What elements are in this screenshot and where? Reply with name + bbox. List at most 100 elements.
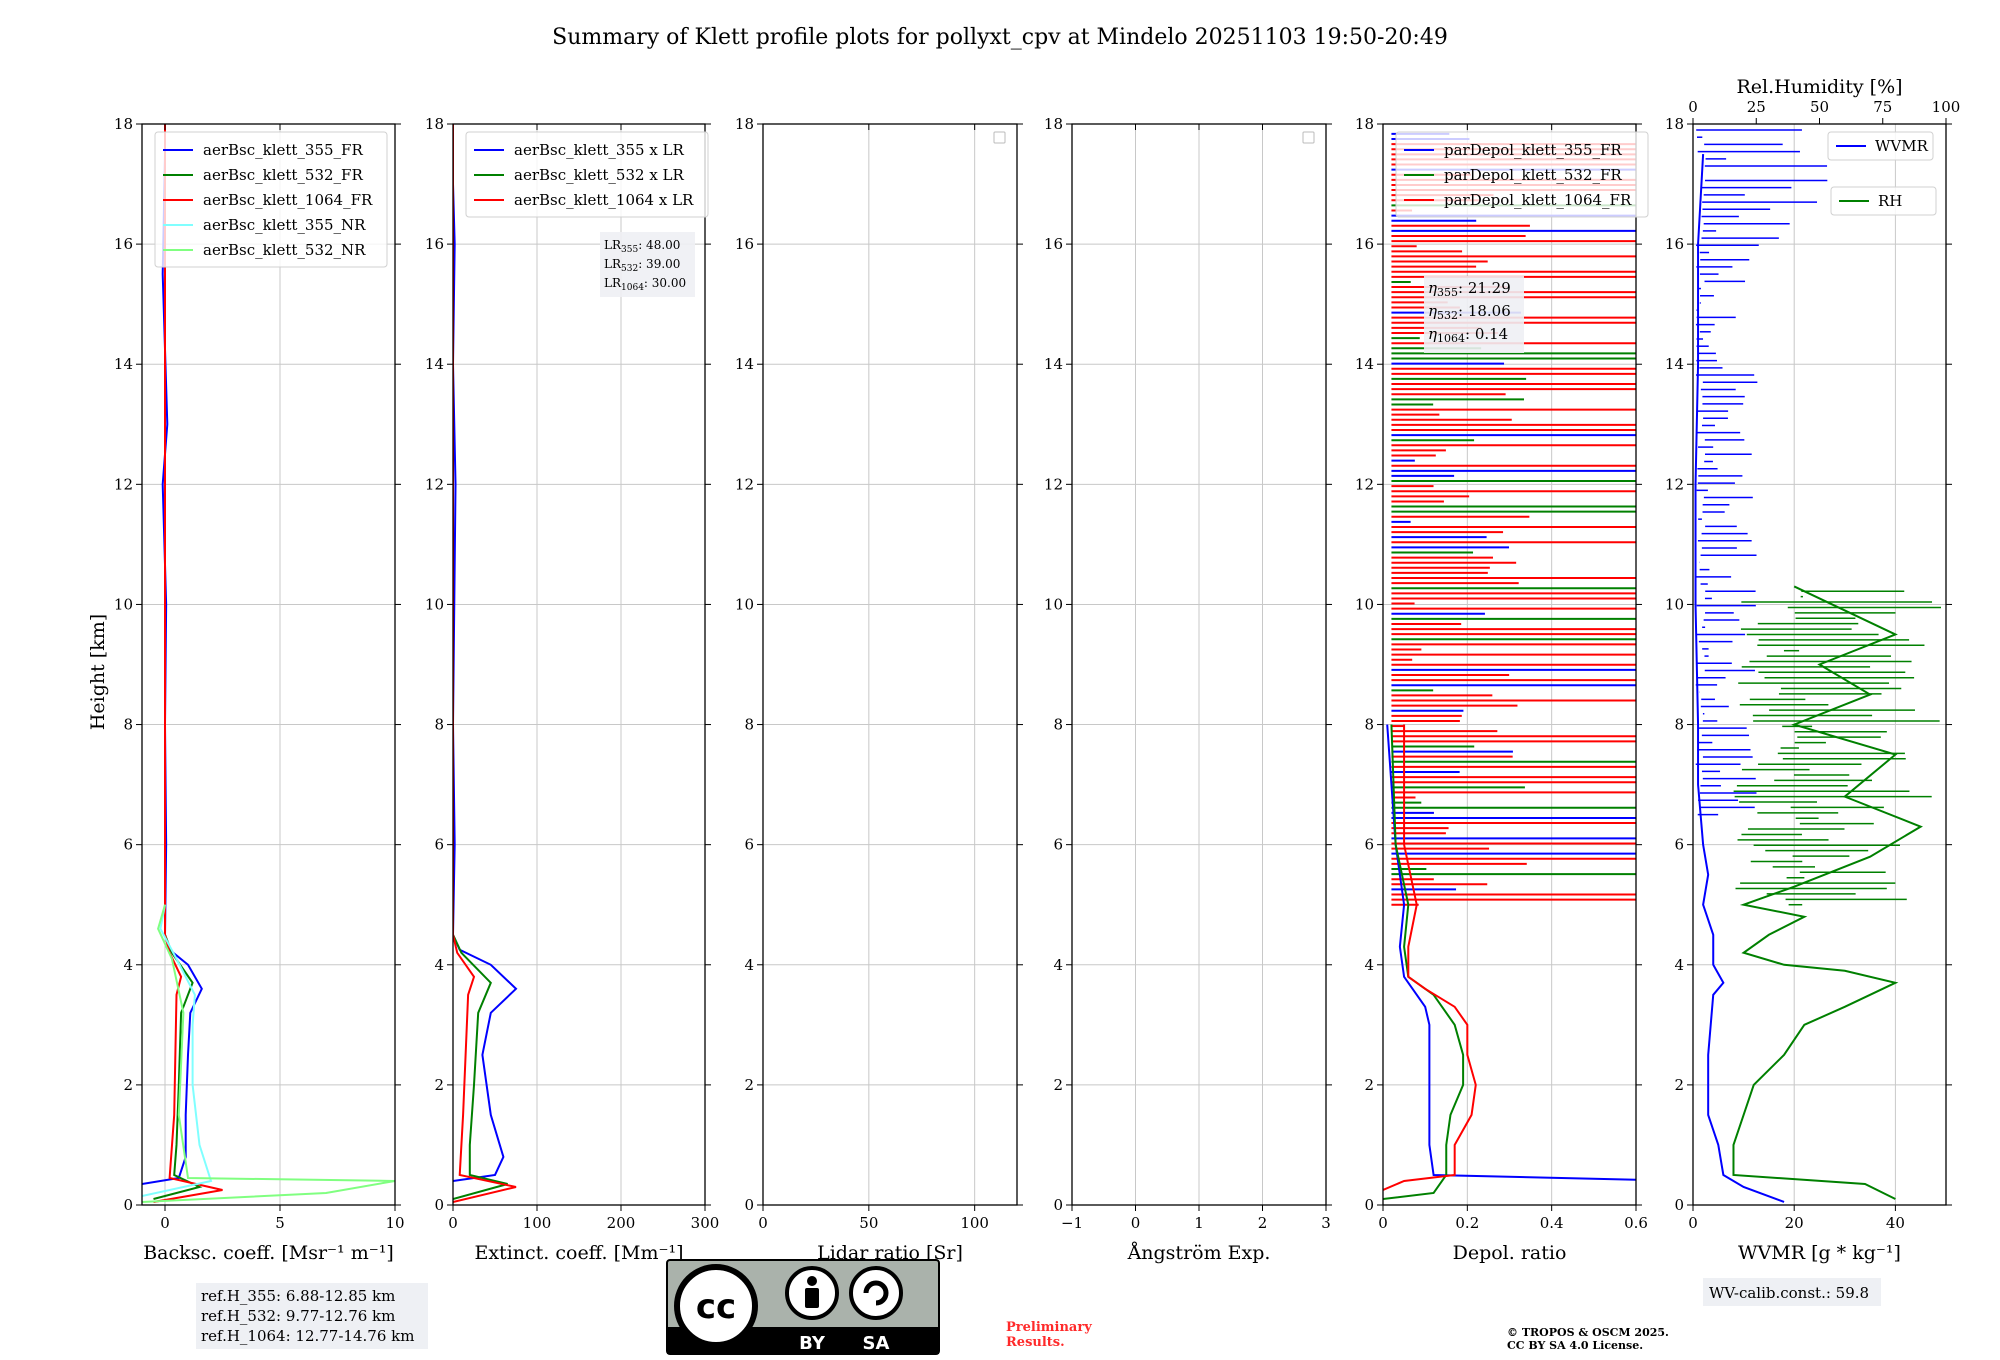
- y-tick-label: 10: [1355, 595, 1374, 613]
- series-line-aerBsc_klett_532 x LR: [453, 184, 508, 1200]
- panel-lr: 0 2 4 6 8 10 12 14 16 18 0 50 100 Lidar ratio [Sr]: [735, 115, 1023, 1264]
- sa-circle-arrow-icon: [849, 1266, 903, 1320]
- legend-box: [1395, 131, 1649, 218]
- y-tick-label: 6: [1053, 836, 1063, 854]
- y-tick-label: 8: [1674, 716, 1684, 734]
- series-line-aerBsc_klett_532_NR: [142, 904, 395, 1203]
- y-tick-label: 8: [434, 716, 444, 734]
- panel-bsc: 0 2 4 6 8 10 12 14 16 18 0 5 10 Backsc. coeff. [Msr⁻¹…: [114, 115, 428, 1349]
- y-tick-label: 18: [1665, 115, 1684, 133]
- x-axis-label: Ångström Exp.: [1127, 1242, 1271, 1264]
- x-tick-label: 3: [1321, 1214, 1331, 1232]
- x-tick-label: 0: [1378, 1214, 1388, 1232]
- series-line-RH: [1732, 585, 1923, 1200]
- sa-arrow-arc: [863, 1280, 889, 1306]
- y-axis-label: Height [km]: [87, 614, 109, 730]
- top-axis-label: Rel.Humidity [%]: [1736, 76, 1902, 98]
- x-tick-label: 2: [1258, 1214, 1268, 1232]
- y-tick-label: 10: [1044, 595, 1063, 613]
- top-tick-label: 0: [1688, 98, 1698, 116]
- copyright-note: © TROPOS & OSCM 2025. CC BY SA 4.0 Licens…: [1507, 1326, 1669, 1352]
- legend-box: [1830, 186, 1937, 216]
- legend-entry: WVMR: [1875, 137, 1929, 155]
- legend-box: [465, 131, 709, 218]
- figure-title: Summary of Klett profile plots for polly…: [552, 25, 1448, 50]
- legend-entry: aerBsc_klett_532 x LR: [514, 166, 685, 184]
- x-tick-label: 20: [1785, 1214, 1804, 1232]
- y-tick-label: 14: [1665, 355, 1684, 373]
- wv-calib-text: WV-calib.const.: 59.8: [1709, 1284, 1869, 1302]
- legend-entry: aerBsc_klett_1064 x LR: [514, 191, 694, 209]
- y-tick-label: 8: [744, 716, 754, 734]
- y-tick-label: 10: [114, 595, 133, 613]
- ratio-line: LR1064: 30.00: [604, 276, 686, 293]
- x-tick-label: 40: [1886, 1214, 1905, 1232]
- x-tick-label: 0: [1688, 1214, 1698, 1232]
- wv-calib-box: [1703, 1278, 1881, 1306]
- y-tick-label: 14: [735, 355, 754, 373]
- x-tick-label: 1: [1194, 1214, 1204, 1232]
- y-tick-label: 14: [114, 355, 133, 373]
- y-tick-label: 4: [1364, 956, 1374, 974]
- series-group: [453, 124, 518, 1203]
- y-tick-label: 6: [1674, 836, 1684, 854]
- y-tick-label: 16: [735, 235, 754, 253]
- y-tick-label: 16: [1044, 235, 1063, 253]
- top-tick-label: 100: [1932, 98, 1961, 116]
- empty-legend-box: [993, 131, 1006, 144]
- y-tick-label: 8: [1364, 716, 1374, 734]
- preliminary-results-note: Preliminary Results.: [1006, 1320, 1092, 1350]
- legend-entry: parDepol_klett_1064_FR: [1444, 191, 1632, 209]
- panel-dep: 0 2 4 6 8 10 12 14 16 18 0 0.2 0.4 0.6 Depol. ratio par…: [1355, 115, 1649, 1264]
- y-tick-label: 12: [114, 475, 133, 493]
- x-tick-label: 0.6: [1624, 1214, 1648, 1232]
- axes-frame: [762, 123, 1018, 1206]
- x-tick-label: 0: [1131, 1214, 1141, 1232]
- y-tick-label: 10: [735, 595, 754, 613]
- cc-icon: [674, 1264, 758, 1348]
- y-tick-label: 12: [1044, 475, 1063, 493]
- top-tick-label: 75: [1873, 98, 1892, 116]
- x-axis-label: Backsc. coeff. [Msr⁻¹ m⁻¹]: [143, 1242, 394, 1264]
- legend-entry: parDepol_klett_355_FR: [1444, 141, 1622, 159]
- ratio-textbox: [600, 232, 695, 297]
- series-line-aerBsc_klett_1064 x LR: [453, 124, 517, 1203]
- y-tick-label: 4: [434, 956, 444, 974]
- ref-height-box: [196, 1283, 428, 1349]
- ratio-line: LR532: 39.00: [604, 257, 680, 274]
- series-line-parDepol_klett_532_FR: [1383, 724, 1465, 1200]
- y-tick-label: 2: [1053, 1076, 1063, 1094]
- y-tick-label: 0: [1364, 1196, 1374, 1214]
- y-tick-label: 0: [1053, 1196, 1063, 1214]
- empty-legend-box: [1302, 131, 1315, 144]
- x-tick-label: 0.2: [1455, 1214, 1479, 1232]
- series-line-aerBsc_klett_355 x LR: [453, 184, 518, 1182]
- y-tick-label: 18: [425, 115, 444, 133]
- y-tick-label: 18: [735, 115, 754, 133]
- y-tick-label: 2: [744, 1076, 754, 1094]
- x-tick-label: 10: [385, 1214, 404, 1232]
- y-tick-label: 18: [1355, 115, 1374, 133]
- y-tick-label: 14: [1044, 355, 1063, 373]
- ratio-textbox: [1424, 276, 1524, 353]
- series-line-parDepol_klett_1064_FR: [1383, 724, 1477, 1191]
- y-tick-label: 16: [1665, 235, 1684, 253]
- y-tick-label: 4: [744, 956, 754, 974]
- x-tick-label: 50: [859, 1214, 878, 1232]
- legend-entry: aerBsc_klett_532_NR: [203, 241, 366, 259]
- y-tick-label: 16: [1355, 235, 1374, 253]
- y-tick-label: 4: [1053, 956, 1063, 974]
- x-tick-label: 300: [691, 1214, 720, 1232]
- ref-height-line: ref.H_1064: 12.77-14.76 km: [201, 1327, 414, 1345]
- ratio-line: η532: 18.06: [1428, 302, 1511, 322]
- y-tick-label: 14: [1355, 355, 1374, 373]
- y-tick-label: 4: [1674, 956, 1684, 974]
- x-axis-label: Depol. ratio: [1453, 1242, 1567, 1264]
- y-tick-label: 18: [114, 115, 133, 133]
- panel-ext: 0 2 4 6 8 10 12 14 16 18 0 100 200 300 Extinct. coeff.…: [425, 115, 719, 1264]
- y-tick-label: 2: [1364, 1076, 1374, 1094]
- ref-height-line: ref.H_355: 6.88-12.85 km: [201, 1287, 395, 1305]
